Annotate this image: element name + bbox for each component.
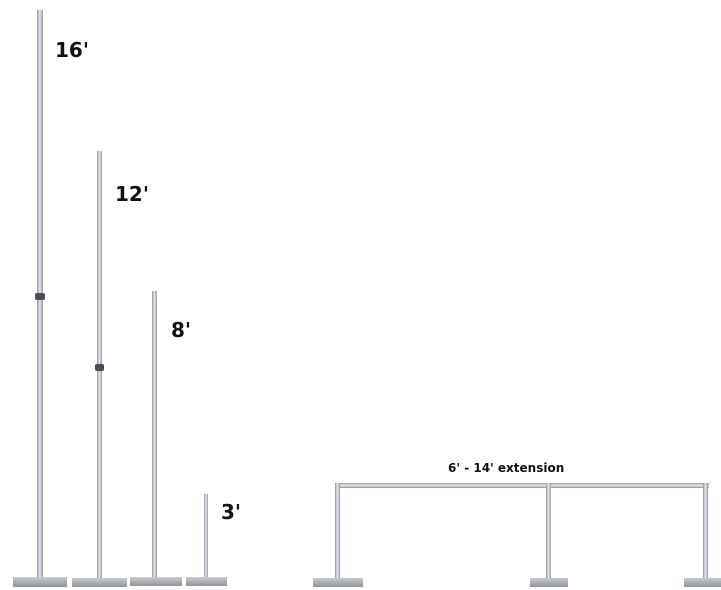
upright-3ft-pole — [204, 494, 208, 577]
upright-3ft-base — [186, 577, 227, 586]
upright-12ft-joint — [95, 364, 104, 371]
label-3ft: 3' — [221, 500, 242, 524]
label-16ft: 16' — [55, 38, 89, 62]
crossbar-left-base — [313, 578, 363, 587]
crossbar — [336, 483, 709, 488]
upright-8ft-pole — [152, 291, 157, 577]
extension-label: 6' - 14' extension — [448, 461, 565, 475]
upright-16ft-joint — [35, 293, 45, 300]
crossbar-right-upright — [703, 483, 708, 579]
upright-12ft — [72, 151, 127, 587]
upright-16ft-base — [13, 577, 67, 587]
label-12ft: 12' — [115, 182, 149, 206]
upright-16ft — [13, 10, 67, 587]
crossbar-assembly — [313, 483, 721, 587]
upright-8ft-base — [130, 577, 182, 586]
upright-12ft-base — [72, 578, 127, 587]
crossbar-left-upright — [335, 483, 340, 579]
crossbar-right-base — [684, 578, 721, 587]
crossbar-middle-base — [530, 578, 568, 587]
label-8ft: 8' — [171, 318, 192, 342]
upright-3ft — [186, 494, 227, 586]
upright-8ft — [130, 291, 182, 586]
crossbar-middle-upright — [546, 483, 551, 579]
